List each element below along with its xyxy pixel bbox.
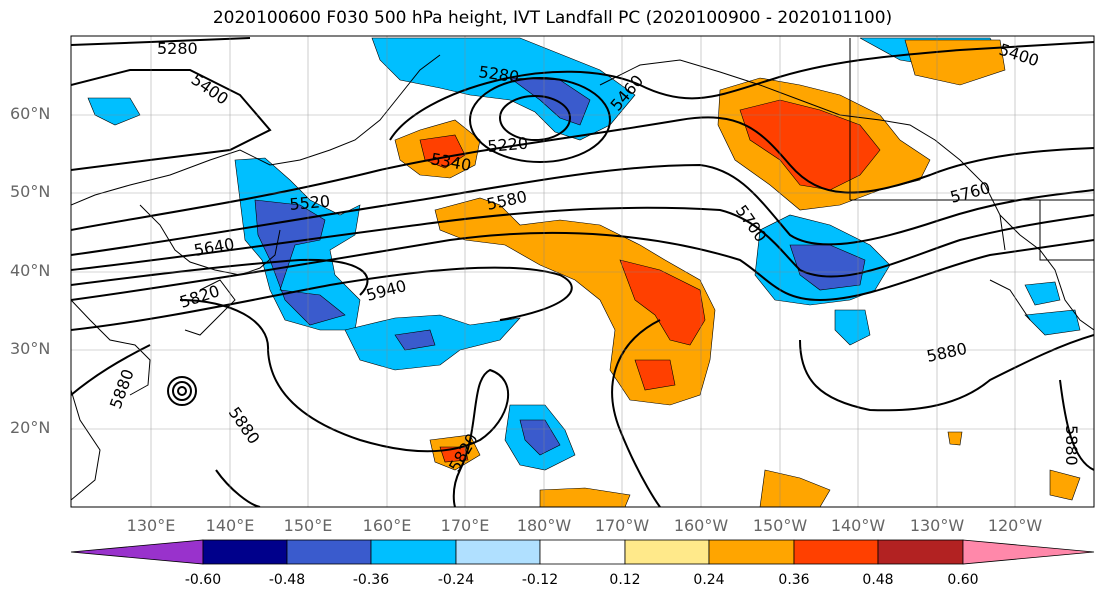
colorbar-tick-label: -0.36 — [352, 572, 390, 588]
colorbar-extend-high — [962, 539, 1095, 565]
map-frame — [70, 35, 1095, 508]
colorbar-tick-label: 0.12 — [609, 572, 641, 588]
colorbar-tick-label: -0.12 — [521, 572, 559, 588]
colorbar-segment — [370, 539, 457, 565]
lat-label: 20°N — [10, 418, 51, 437]
colorbar-segment — [539, 539, 626, 565]
map-title: 2020100600 F030 500 hPa height, IVT Land… — [212, 8, 893, 28]
colorbar-tick-label: 0.24 — [693, 572, 725, 588]
colorbar-segment — [793, 539, 879, 565]
lon-label: 170°W — [594, 516, 650, 535]
colorbar-segment — [624, 539, 710, 565]
lon-label: 140°W — [830, 516, 886, 535]
contour-label: 5280 — [157, 39, 198, 58]
colorbar-tick-label: 0.60 — [947, 572, 979, 588]
coastlines — [71, 38, 1094, 501]
lon-label: 170°E — [440, 516, 490, 535]
colorbar-extend-low — [70, 539, 204, 565]
lon-label: 150°W — [752, 516, 808, 535]
colorbar-segment — [708, 539, 795, 565]
colorbar-tick-label: -0.60 — [184, 572, 222, 588]
lon-label: 120°W — [987, 516, 1043, 535]
lon-label: 130°E — [126, 516, 176, 535]
colorbar-tick-label: 0.36 — [778, 572, 810, 588]
colorbar-tick-label: -0.48 — [268, 572, 306, 588]
colorbar — [70, 539, 1095, 565]
colorbar-segment — [286, 539, 372, 565]
lon-label: 160°E — [362, 516, 412, 535]
contour-label: 5880 — [1062, 425, 1081, 466]
colorbar-tick-label: 0.48 — [862, 572, 894, 588]
lon-label: 180°W — [516, 516, 572, 535]
graticule — [71, 36, 1094, 507]
colorbar-tick-label: -0.24 — [437, 572, 475, 588]
colorbar-segment — [455, 539, 541, 565]
lat-label: 60°N — [10, 104, 51, 123]
lat-label: 30°N — [10, 339, 51, 358]
lon-label: 160°W — [673, 516, 729, 535]
lat-label: 40°N — [10, 261, 51, 280]
contour-label: 5220 — [487, 134, 529, 156]
lon-label: 130°W — [909, 516, 965, 535]
colorbar-segment — [202, 539, 288, 565]
ivt-positive-shading — [394, 39, 1081, 507]
lon-label: 150°E — [283, 516, 333, 535]
lat-label: 50°N — [10, 182, 51, 201]
lon-label: 140°E — [205, 516, 255, 535]
contour-label: 5520 — [289, 192, 331, 214]
colorbar-segment — [877, 539, 964, 565]
